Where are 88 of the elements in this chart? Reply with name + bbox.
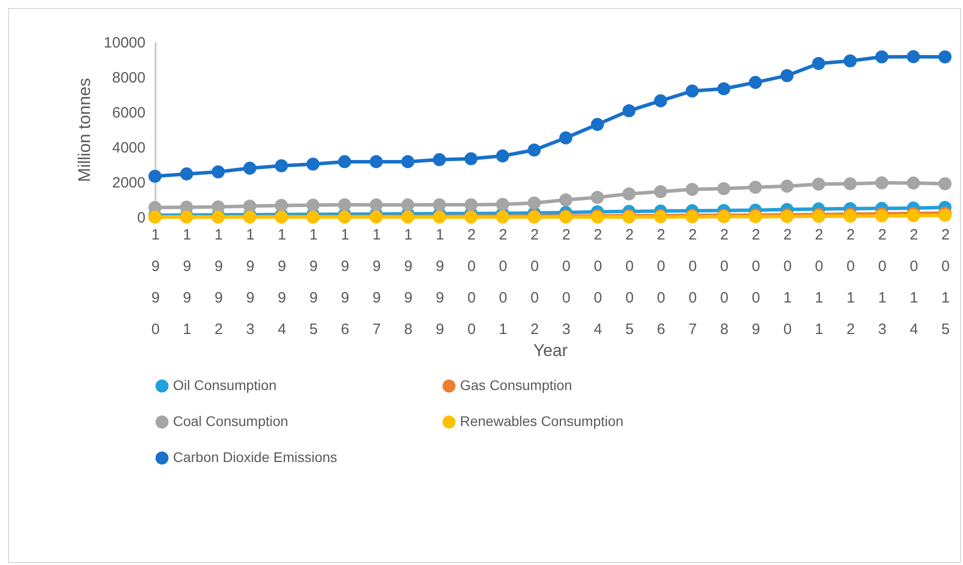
point: [875, 176, 888, 190]
y-axis-title: Million tonnes: [74, 78, 94, 182]
x-tick-label: 2003: [562, 226, 570, 338]
x-tick-label: 1999: [436, 226, 444, 338]
y-tick-label: 6000: [112, 104, 146, 122]
legend-label: Renewables Consumption: [460, 413, 624, 429]
x-tick-label: 2007: [688, 226, 697, 338]
legend-label: Gas Consumption: [460, 377, 572, 393]
x-tick-label: 1992: [214, 226, 223, 338]
point: [401, 155, 414, 168]
point: [938, 177, 952, 190]
x-tick-label: 1990: [151, 226, 160, 338]
point: [528, 196, 541, 210]
point: [844, 177, 857, 190]
point: [243, 162, 256, 175]
point: [559, 193, 572, 206]
point: [717, 182, 730, 196]
x-tick-label: 2015: [941, 226, 950, 338]
point: [686, 182, 699, 196]
point: [148, 170, 162, 183]
x-tick-label: 2004: [594, 226, 602, 338]
x-tick-label: 1993: [246, 226, 254, 338]
x-tick-label: 2008: [720, 226, 728, 338]
x-tick-label: 2013: [878, 226, 886, 338]
point: [938, 50, 952, 64]
y-tick-label: 10000: [104, 34, 146, 52]
point: [274, 198, 288, 212]
legend-label: Carbon Dioxide Emissions: [173, 449, 338, 465]
point: [464, 198, 478, 212]
x-axis-title: Year: [533, 341, 568, 360]
x-tick-label: 2001: [498, 226, 508, 338]
x-tick-label: 1994: [278, 226, 286, 338]
point: [370, 198, 383, 212]
point: [780, 69, 794, 82]
x-tick-label: 2010: [783, 226, 792, 338]
point: [496, 149, 510, 162]
point: [559, 131, 572, 144]
x-tick-label: 2011: [814, 226, 824, 338]
point: [875, 50, 888, 64]
point: [906, 50, 920, 64]
point: [717, 82, 730, 96]
x-tick-label: 2002: [530, 226, 539, 338]
y-tick-label: 8000: [112, 70, 146, 86]
x-tick-label: 1996: [340, 226, 350, 338]
point: [748, 76, 762, 89]
point: [906, 209, 920, 222]
point: [906, 176, 920, 190]
point: [306, 158, 320, 171]
point: [590, 118, 604, 131]
point: [622, 104, 636, 118]
point: [464, 152, 478, 166]
point: [686, 84, 699, 98]
y-tick-label: 2000: [112, 174, 146, 192]
x-tick-label: 1998: [404, 226, 412, 338]
point: [654, 94, 668, 108]
point: [432, 198, 446, 212]
point: [338, 198, 352, 212]
point: [844, 54, 857, 68]
point: [370, 155, 383, 168]
x-tick-label: 2012: [846, 226, 855, 338]
x-tick-label: 2000: [467, 226, 476, 338]
point: [528, 143, 541, 156]
x-tick-label: 2009: [752, 226, 760, 338]
y-tick-label: 0: [137, 210, 146, 226]
x-tick-label: 1991: [182, 226, 192, 338]
point: [812, 57, 826, 70]
legend-label: Oil Consumption: [173, 377, 276, 393]
x-tick-label: 2005: [625, 226, 634, 338]
point: [812, 178, 826, 191]
point: [306, 198, 320, 212]
point: [180, 167, 194, 180]
legend-label: Coal Consumption: [173, 413, 288, 429]
point: [622, 187, 636, 200]
point: [212, 165, 225, 178]
x-tick-label: 2014: [910, 226, 918, 338]
point: [780, 180, 794, 193]
x-tick-label: 2006: [656, 226, 666, 338]
point: [654, 185, 668, 198]
point: [243, 200, 256, 213]
point: [496, 198, 510, 211]
point: [748, 180, 762, 194]
point: [432, 153, 446, 166]
x-tick-label: 1997: [372, 226, 381, 338]
x-tick-label: 1995: [309, 226, 318, 338]
point: [590, 190, 604, 204]
point: [338, 155, 352, 168]
point: [274, 159, 288, 172]
y-tick-label: 4000: [112, 140, 146, 156]
